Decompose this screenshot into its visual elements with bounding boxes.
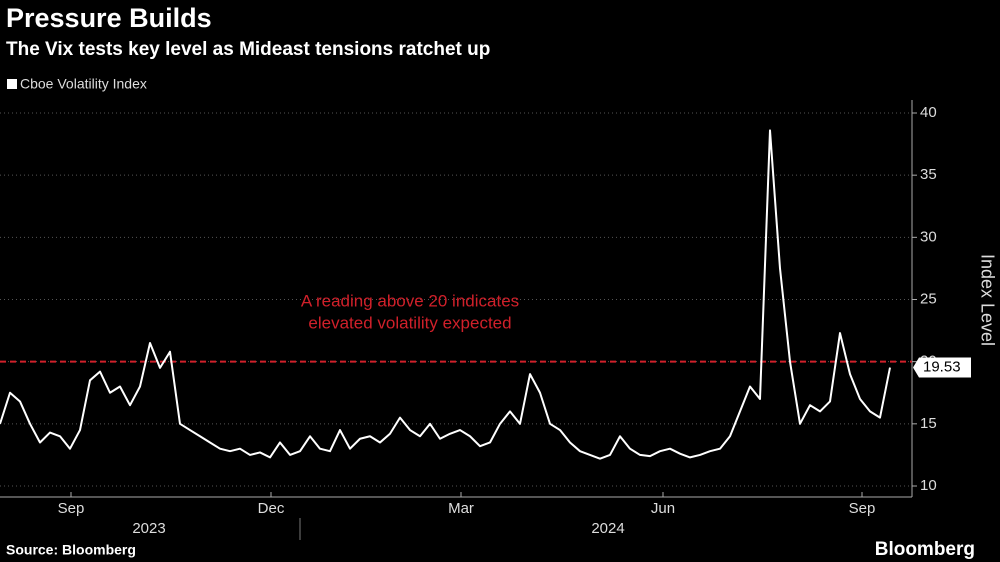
y-tick-label: 35 — [920, 166, 937, 183]
y-tick-label: 40 — [920, 104, 937, 121]
annotation: elevated volatility expected — [308, 313, 511, 332]
line — [0, 129, 891, 460]
year-label: 2023 — [132, 520, 165, 537]
last-value-box — [913, 357, 971, 378]
y-tick-label: 10 — [920, 477, 937, 494]
last-value-label: 19.53 — [923, 358, 961, 375]
y-tick-label: 30 — [920, 228, 937, 245]
legend-label: Cboe Volatility Index — [20, 76, 147, 92]
x-tick-label: Dec — [258, 500, 285, 517]
annotation: A reading above 20 indicates — [301, 291, 519, 310]
legend-swatch — [7, 79, 17, 89]
source: Source: Bloomberg — [6, 542, 136, 558]
year-label: 2024 — [591, 520, 624, 537]
x-tick-label: Jun — [651, 500, 675, 517]
y-tick-label: 15 — [920, 415, 937, 432]
y-axis-label: Index Level — [977, 254, 997, 346]
x-tick-label: Sep — [849, 500, 876, 517]
brand: Bloomberg — [875, 539, 975, 560]
chart-title: Pressure Builds — [6, 3, 212, 33]
x-tick-label: Sep — [58, 500, 85, 517]
x-tick-label: Mar — [448, 500, 474, 517]
y-tick-label: 25 — [920, 290, 937, 307]
chart-subtitle: The Vix tests key level as Mideast tensi… — [6, 39, 490, 60]
